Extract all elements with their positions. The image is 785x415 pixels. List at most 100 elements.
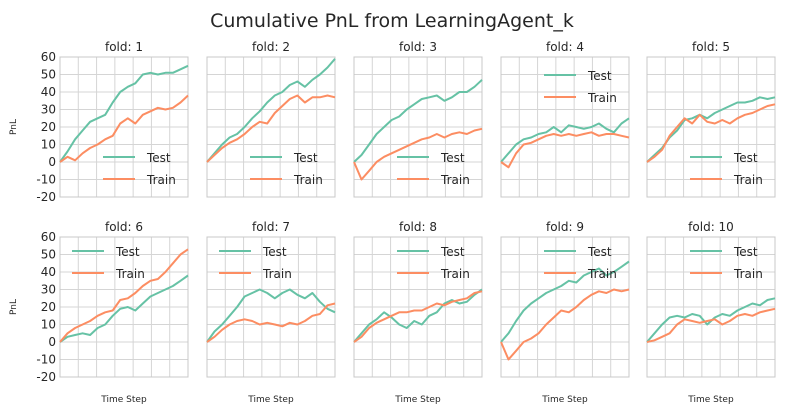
series-line-train bbox=[59, 94, 189, 163]
legend: Test Train bbox=[690, 151, 763, 187]
y-tick-label: 60 bbox=[41, 230, 56, 244]
panel-fold-9: fold: 9 Time Step Test Train bbox=[500, 220, 630, 405]
legend: Test Train bbox=[72, 245, 145, 281]
legend: Test Train bbox=[544, 245, 617, 281]
panel-frame bbox=[353, 56, 483, 198]
series-line-train bbox=[353, 290, 483, 343]
legend: Test Train bbox=[250, 151, 323, 187]
panel-title: fold: 8 bbox=[399, 220, 437, 234]
y-tick-label: -20 bbox=[36, 370, 56, 384]
panel-title: fold: 2 bbox=[252, 40, 290, 54]
legend-label-test: Test bbox=[293, 151, 318, 165]
legend: Test Train bbox=[690, 245, 763, 281]
panel-title: fold: 9 bbox=[546, 220, 584, 234]
y-tick-label: 0 bbox=[48, 155, 56, 169]
legend-label-test: Test bbox=[733, 151, 758, 165]
x-axis-label: Time Step bbox=[687, 395, 734, 405]
x-axis-label: Time Step bbox=[394, 395, 441, 405]
panel-title: fold: 4 bbox=[546, 40, 584, 54]
panel-fold-7: fold: 7 Time Step Test Train bbox=[206, 220, 336, 405]
panel-fold-2: fold: 2 Test Train bbox=[206, 40, 336, 198]
panel-title: fold: 3 bbox=[399, 40, 437, 54]
y-axis-label: PnL bbox=[9, 299, 19, 315]
panel-frame bbox=[646, 56, 776, 198]
y-tick-label: 10 bbox=[41, 138, 56, 152]
legend-label-test: Test bbox=[146, 151, 171, 165]
y-tick-label: 40 bbox=[41, 265, 56, 279]
legend-label-train: Train bbox=[440, 267, 470, 281]
legend-label-test: Test bbox=[262, 245, 287, 259]
panel-frame bbox=[646, 236, 776, 378]
legend-label-test: Test bbox=[440, 245, 465, 259]
legend-label-test: Test bbox=[587, 245, 612, 259]
series-line-train bbox=[59, 248, 189, 343]
legend-label-train: Train bbox=[115, 267, 145, 281]
y-tick-label: 0 bbox=[48, 335, 56, 349]
panel-frame bbox=[59, 236, 189, 378]
legend: Test Train bbox=[103, 151, 176, 187]
y-tick-label: 50 bbox=[41, 68, 56, 82]
y-tick-label: 40 bbox=[41, 85, 56, 99]
panel-fold-1: -20 -10 0 10 20 30 40 50 60 fold: 1 PnL Test Train bbox=[9, 40, 189, 204]
legend-label-test: Test bbox=[587, 69, 612, 83]
legend-label-train: Train bbox=[146, 173, 176, 187]
series-line-train bbox=[353, 127, 483, 181]
legend: Test Train bbox=[544, 69, 617, 105]
panel-frame bbox=[206, 56, 336, 198]
legend-label-train: Train bbox=[293, 173, 323, 187]
y-axis-label: PnL bbox=[9, 119, 19, 135]
series-line-train bbox=[500, 131, 630, 169]
legend: Test Train bbox=[219, 245, 292, 281]
series-line-test bbox=[206, 58, 336, 163]
panel-title: fold: 1 bbox=[105, 40, 143, 54]
x-axis-label: Time Step bbox=[100, 395, 147, 405]
panel-frame bbox=[500, 236, 630, 378]
series-line-train bbox=[646, 103, 776, 163]
panel-frame bbox=[59, 56, 189, 198]
legend-label-train: Train bbox=[440, 173, 470, 187]
panel-fold-8: fold: 8 Time Step Test Train bbox=[353, 220, 483, 405]
series-line-test bbox=[500, 117, 630, 163]
y-tick-label: 20 bbox=[41, 300, 56, 314]
legend-label-test: Test bbox=[115, 245, 140, 259]
panel-fold-10: fold: 10 Time Step Test Train bbox=[646, 220, 776, 405]
legend-label-train: Train bbox=[733, 267, 763, 281]
y-tick-label: -10 bbox=[36, 353, 56, 367]
panel-title: fold: 7 bbox=[252, 220, 290, 234]
panel-frame bbox=[353, 236, 483, 378]
series-line-train bbox=[500, 288, 630, 361]
series-line-test bbox=[353, 79, 483, 163]
panel-fold-4: fold: 4 Test Train bbox=[500, 40, 630, 198]
series-line-train bbox=[646, 307, 776, 343]
y-tick-label: 30 bbox=[41, 283, 56, 297]
panel-fold-3: fold: 3 Test Train bbox=[353, 40, 483, 198]
y-tick-label: 60 bbox=[41, 50, 56, 64]
panel-title: fold: 10 bbox=[688, 220, 734, 234]
panel-frame bbox=[500, 56, 630, 198]
chart-title: Cumulative PnL from LearningAgent_k bbox=[210, 10, 574, 32]
y-tick-label: 50 bbox=[41, 248, 56, 262]
y-tick-label: 20 bbox=[41, 120, 56, 134]
y-tick-label: 10 bbox=[41, 318, 56, 332]
panel-title: fold: 6 bbox=[105, 220, 143, 234]
panel-frame bbox=[206, 236, 336, 378]
panel-title: fold: 5 bbox=[692, 40, 730, 54]
legend-label-test: Test bbox=[440, 151, 465, 165]
x-axis-label: Time Step bbox=[247, 395, 294, 405]
series-line-test bbox=[59, 64, 189, 163]
y-tick-label: 30 bbox=[41, 103, 56, 117]
series-line-train bbox=[206, 94, 336, 163]
series-line-train bbox=[206, 302, 336, 343]
legend-label-test: Test bbox=[733, 245, 758, 259]
series-line-test bbox=[206, 288, 336, 343]
legend-label-train: Train bbox=[262, 267, 292, 281]
legend-label-train: Train bbox=[587, 267, 617, 281]
series-line-test bbox=[500, 260, 630, 343]
panel-fold-5: fold: 5 Test Train bbox=[646, 40, 776, 198]
series-line-test bbox=[353, 288, 483, 343]
legend-label-train: Train bbox=[733, 173, 763, 187]
legend: Test Train bbox=[397, 245, 470, 281]
panel-fold-6: -20 -10 0 10 20 30 40 50 60 fold: 6 PnL Time Step Te… bbox=[9, 220, 189, 405]
